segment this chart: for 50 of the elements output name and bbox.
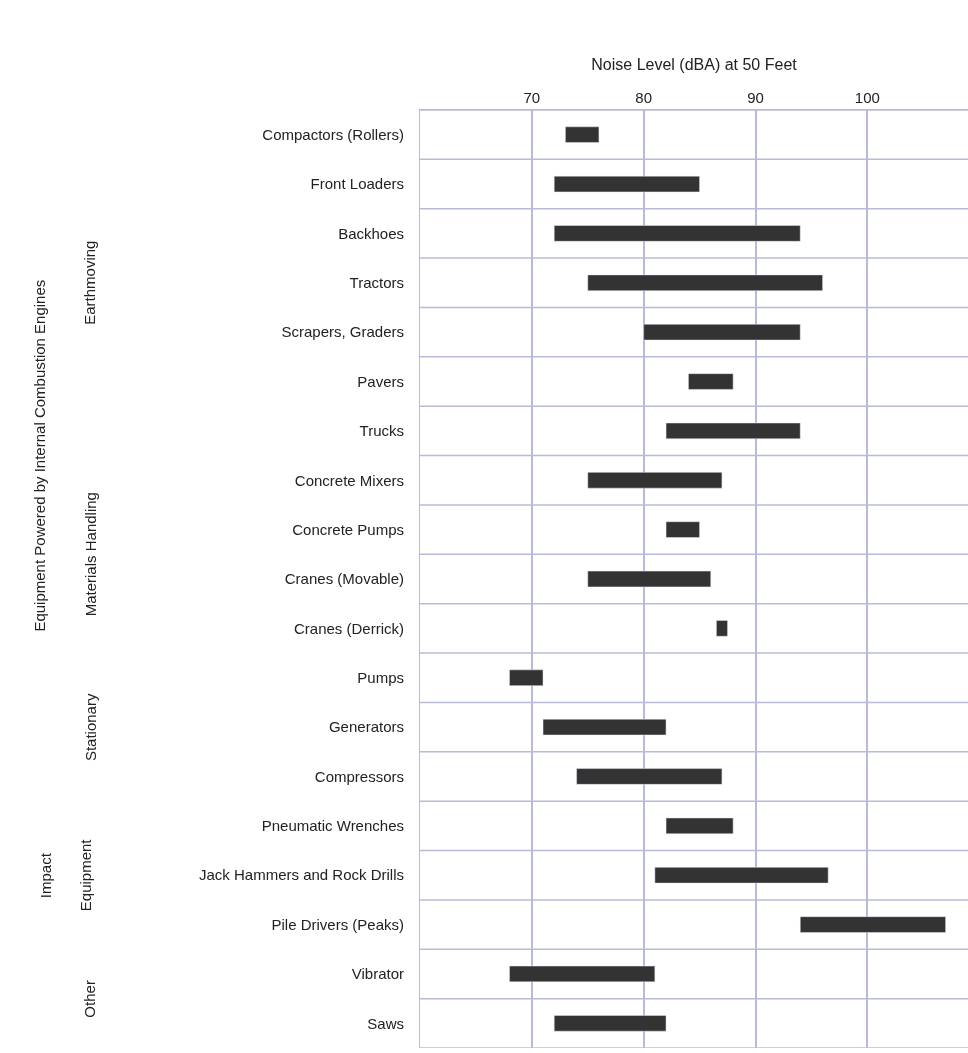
- text: Other: [81, 980, 99, 1018]
- y-tick-label: Compressors: [314, 767, 404, 785]
- y-tick-label: Pneumatic Wrenches: [261, 817, 404, 835]
- bar: [587, 570, 712, 588]
- bar: [553, 175, 700, 193]
- y-tick-label: Trucks: [359, 422, 404, 440]
- y-tick-label: Generators: [328, 718, 404, 736]
- bar: [565, 126, 600, 143]
- bar: [665, 422, 801, 440]
- text: Impact: [36, 852, 54, 899]
- bar: [643, 324, 801, 341]
- bar: [799, 916, 946, 933]
- bar: [587, 274, 823, 291]
- bar: [509, 965, 656, 983]
- y-tick-label: Scrapers, Graders: [281, 323, 404, 341]
- y-tick-label: Cranes (Movable): [284, 570, 404, 588]
- x-tick-label: 70: [523, 89, 541, 106]
- bar: [665, 817, 734, 834]
- bar: [665, 521, 700, 538]
- x-tick-label: 100: [854, 89, 880, 106]
- text: Stationary: [81, 693, 99, 762]
- bar: [553, 225, 801, 242]
- text: Equipment Powered by Internal Combustion Engines: [31, 279, 49, 632]
- bar: [654, 867, 829, 884]
- y-tick-label: Concrete Mixers: [294, 471, 404, 489]
- bar: [587, 472, 723, 489]
- bar: [576, 768, 723, 785]
- y-tick-label: Vibrator: [351, 965, 404, 983]
- y-tick-label: Front Loaders: [310, 175, 404, 193]
- bar: [688, 373, 734, 390]
- bar: [716, 620, 728, 637]
- y-tick-label: Cranes (Derrick): [293, 619, 404, 637]
- x-tick-label: 80: [635, 89, 653, 106]
- bar: [509, 669, 544, 686]
- text: Equipment: [76, 838, 94, 912]
- y-tick-label: Concrete Pumps: [292, 520, 404, 538]
- x-tick-label: 90: [747, 89, 764, 106]
- y-tick-label: Backhoes: [338, 224, 404, 242]
- y-tick-label: Tractors: [349, 274, 404, 292]
- y-tick-label: Jack Hammers and Rock Drills: [198, 866, 404, 884]
- bar: [542, 718, 667, 736]
- y-tick-label: Saws: [367, 1014, 404, 1032]
- y-tick-label: Pile Drivers (Peaks): [271, 915, 404, 933]
- y-tick-label: Pumps: [357, 668, 404, 686]
- bar: [553, 1015, 667, 1032]
- y-tick-label: Pavers: [357, 372, 404, 390]
- text: Materials Handling: [81, 492, 99, 617]
- x-axis-title: Noise Level (dBA) at 50 Feet: [591, 55, 798, 73]
- y-tick-label: Compactors (Rollers): [262, 125, 404, 143]
- text: Earthmoving: [81, 240, 99, 325]
